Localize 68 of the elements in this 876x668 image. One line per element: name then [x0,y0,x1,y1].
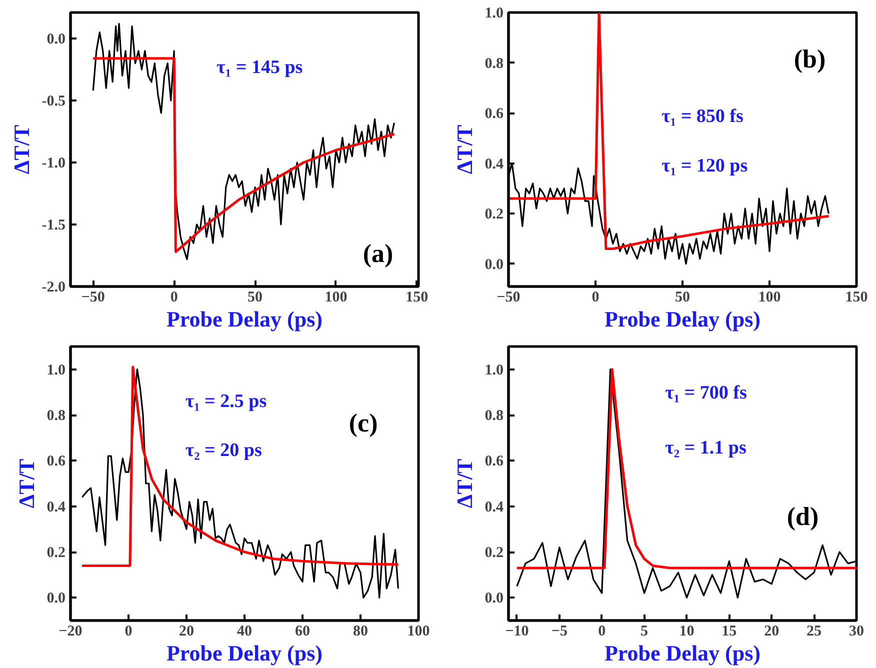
x-tick-label: 20 [764,624,780,640]
x-tick-label: 0 [598,624,606,640]
x-tick-label: 150 [845,290,868,306]
y-tick-label: 0.6 [46,454,66,470]
y-tick-label: 0.4 [484,156,504,172]
y-tick-label: 1.0 [484,6,504,22]
y-tick-label: 0.8 [484,56,504,72]
x-tick-label: 5 [640,624,648,640]
y-tick-label: 0.8 [46,408,66,424]
y-tick-label: 0.4 [46,499,66,516]
x-tick-label: 100 [758,290,781,306]
y-tick-label: 0.2 [484,206,504,223]
y-tick-label: 0.8 [484,408,504,424]
y-tick-label: 0.2 [484,545,504,561]
annotation: (c) [348,408,378,438]
annotation: (b) [794,44,826,74]
y-tick-label: -2.0 [42,280,66,296]
x-axis-title: Probe Delay (ps) [604,640,761,666]
x-tick-label: 80 [353,624,368,640]
y-tick-label: 0.2 [46,545,66,561]
y-tick-label: 0.4 [484,499,504,516]
x-axis-title: Probe Delay (ps) [604,306,761,332]
x-tick-label: 10 [679,624,694,640]
annotation: τ₁ = 700 fs [665,382,747,404]
x-tick-label: 0 [170,290,178,306]
y-tick-label: 0.0 [46,590,66,607]
y-tick-label: 1.0 [46,362,66,378]
x-tick-label: 15 [722,624,737,640]
y-tick-label: 0.0 [484,590,504,607]
y-tick-label: 0.6 [484,106,504,122]
annotation: τ₁ = 120 ps [662,155,748,176]
annotation: τ₁ = 850 fs [662,106,744,128]
x-tick-label: 25 [806,624,822,640]
x-tick-label: −20 [58,624,82,640]
y-tick-label: 0.0 [484,256,504,273]
x-tick-label: 50 [675,290,690,306]
x-tick-label: 100 [324,290,348,306]
x-tick-label: 30 [849,624,864,640]
annotation: τ₂ = 20 ps [185,440,262,462]
x-tick-label: 20 [179,624,194,640]
x-tick-label: 150 [406,290,428,306]
y-tick-label: 0.6 [484,454,504,470]
annotation: τ₂ = 1.1 ps [665,437,746,458]
x-tick-label: 100 [407,624,430,640]
x-tick-label: −5 [551,624,568,640]
x-tick-label: −50 [81,290,105,306]
annotation: (a) [362,239,394,268]
y-tick-label: 1.0 [484,362,504,378]
x-tick-label: 50 [248,290,263,306]
x-tick-label: 0 [124,624,132,640]
y-tick-label: -1.5 [42,218,66,234]
x-axis-title: Probe Delay (ps) [166,640,323,666]
x-tick-label: 60 [295,624,310,640]
y-axis-title: ΔT/T [452,124,477,174]
x-tick-label: 0 [592,290,600,306]
y-tick-label: 0.0 [46,32,66,48]
annotation: τ₁ = 145 ps [216,56,303,78]
y-axis-title: ΔT/T [14,458,39,508]
annotation: τ₁ = 2.5 ps [185,390,267,412]
x-tick-label: −10 [505,624,529,640]
x-tick-label: −50 [496,290,520,306]
y-tick-label: -1.0 [42,156,66,172]
annotation: (d) [786,502,819,531]
y-axis-title: ΔT/T [8,124,34,174]
x-tick-label: 40 [237,624,252,640]
x-axis-title: Probe Delay (ps) [166,306,323,332]
y-axis-title: ΔT/T [452,458,477,508]
y-tick-label: -0.5 [42,94,66,110]
